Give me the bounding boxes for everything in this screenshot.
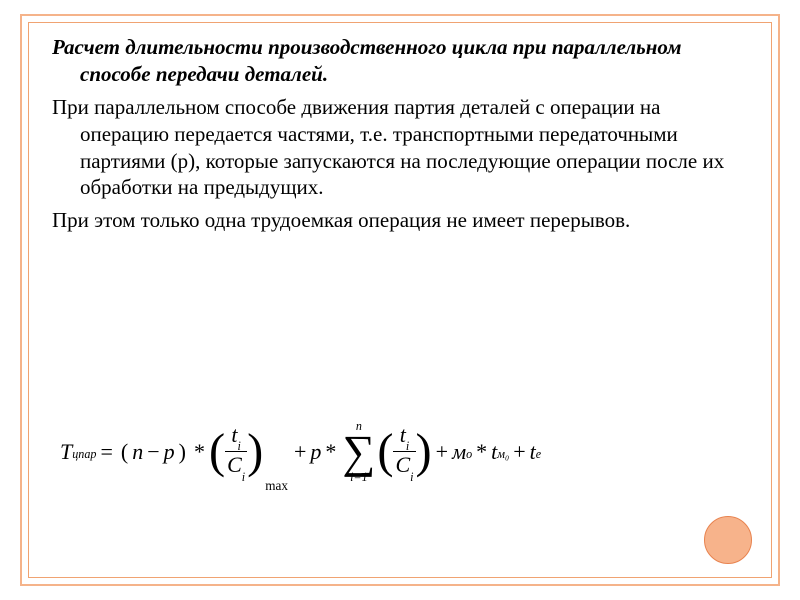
max-tag: max <box>265 478 288 494</box>
paren-open-2: ( <box>377 430 393 474</box>
plus-1: + <box>294 439 306 465</box>
sigma-symbol: ∑ <box>342 432 375 471</box>
frac2-den-sub: i <box>410 470 413 484</box>
term1-n: n <box>132 439 143 465</box>
term1-p: p <box>164 439 175 465</box>
frac2-num-var: t <box>400 422 406 447</box>
m-var: м <box>452 439 466 465</box>
te-sub: e <box>536 447 541 462</box>
frac1-den-var: C <box>227 452 242 477</box>
eq-sign: = <box>100 439 112 465</box>
paren-open-1: ( <box>209 430 225 474</box>
slide: Расчет длительности производственного ци… <box>0 0 800 600</box>
paragraph-2: При этом только одна трудоемкая операция… <box>52 207 748 234</box>
paren-close-1: ) <box>247 430 263 474</box>
star-3: * <box>476 439 487 465</box>
formula: T цпар = ( n − p ) * ( ti Ci ) max + p *… <box>60 420 541 483</box>
paren-close-2: ) <box>416 430 432 474</box>
sigma: n ∑ i=1 <box>342 420 375 483</box>
term1-minus: − <box>147 439 159 465</box>
heading: Расчет длительности производственного ци… <box>52 34 748 88</box>
frac-2: ti Ci <box>393 424 415 480</box>
star-1: * <box>194 439 205 465</box>
frac-1: ti Ci <box>225 424 247 480</box>
star-2: * <box>325 439 336 465</box>
plus-2: + <box>436 439 448 465</box>
accent-circle <box>704 516 752 564</box>
frac2-den-var: C <box>395 452 410 477</box>
frac1-num-sub: i <box>237 439 240 453</box>
term1-open: ( <box>121 439 128 465</box>
p-var: p <box>310 439 321 465</box>
m-sub: о <box>466 447 472 462</box>
sigma-bot: i=1 <box>350 471 368 483</box>
formula-row: T цпар = ( n − p ) * ( ti Ci ) max + p *… <box>60 420 541 483</box>
paragraph-1: При параллельном способе движения партия… <box>52 94 748 202</box>
frac1-den-sub: i <box>242 470 245 484</box>
content: Расчет длительности производственного ци… <box>52 34 748 240</box>
plus-3: + <box>513 439 525 465</box>
term1-close: ) <box>179 439 186 465</box>
frac2-num-sub: i <box>406 439 409 453</box>
lhs-sub: цпар <box>72 447 96 462</box>
t2-sub: м₀ <box>497 447 509 462</box>
lhs-var: T <box>60 439 72 465</box>
